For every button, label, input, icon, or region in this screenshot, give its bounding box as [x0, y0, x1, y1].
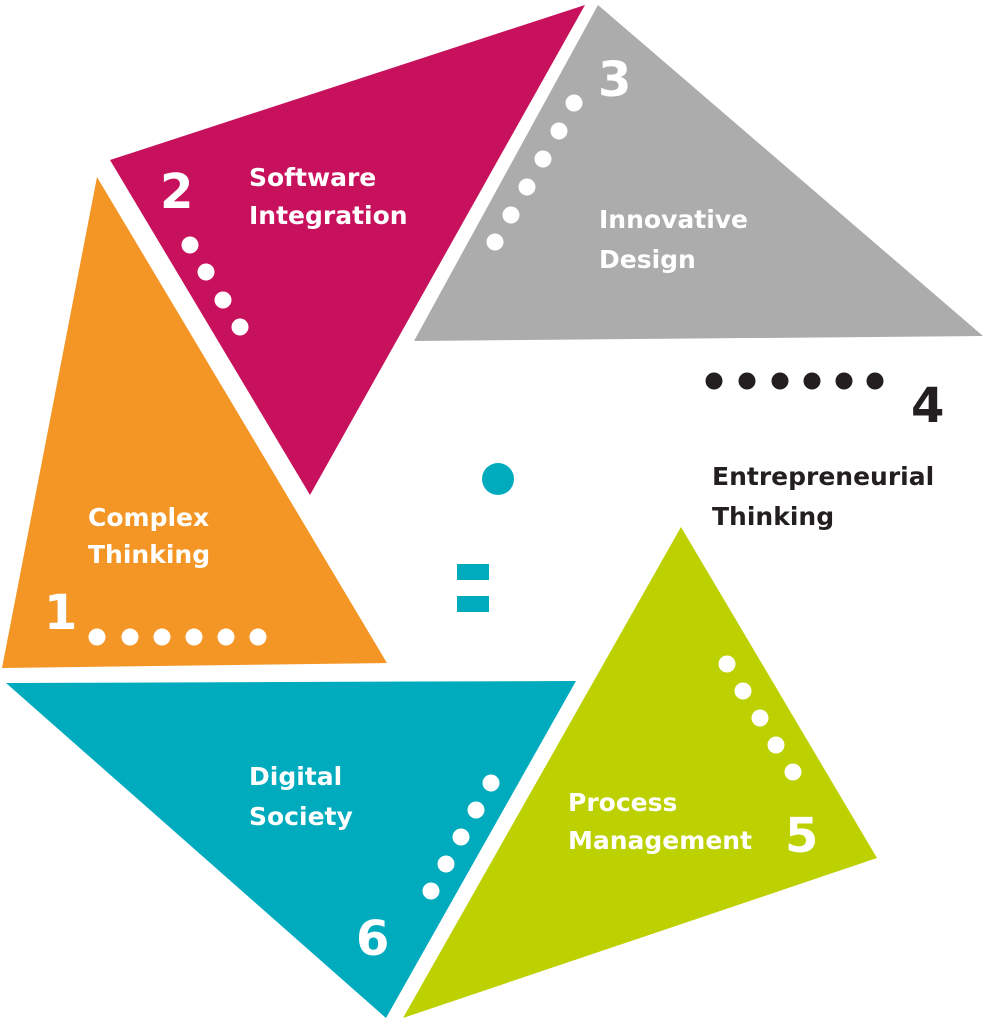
center-accents: [457, 463, 514, 612]
segment-4-number: 4: [911, 378, 944, 434]
segment-1-complex-thinking: Complex Thinking 1: [2, 177, 387, 668]
segment-6-number: 6: [356, 911, 389, 967]
segment-5-number: 5: [785, 808, 818, 864]
segment-4-entrepreneurial-thinking: 4 Entrepreneurial Thinking: [705, 372, 944, 531]
segment-1-label-line1: Complex: [88, 503, 209, 532]
center-bar-bottom: [457, 596, 489, 612]
segment-3-shape: [414, 5, 983, 341]
segment-6-dots: [422, 774, 500, 900]
segment-2-number: 2: [160, 164, 193, 220]
segment-5-label-line2: Management: [568, 826, 752, 855]
segment-1-shape: [2, 177, 387, 668]
segment-2-label-line1: Software: [249, 163, 376, 192]
segment-2-software-integration: Software Integration 2: [110, 5, 585, 495]
segment-4-label-line2: Thinking: [712, 502, 834, 531]
segment-3-number: 3: [598, 52, 631, 108]
segment-6-digital-society: Digital Society 6: [6, 681, 576, 1018]
segment-1-dots: [88, 628, 267, 646]
segment-2-shape: [110, 5, 585, 495]
segment-1-label-line2: Thinking: [88, 540, 210, 569]
segment-6-label-line2: Society: [249, 802, 353, 831]
segment-1-number: 1: [44, 585, 77, 641]
segment-2-label-line2: Integration: [249, 201, 408, 230]
segment-3-innovative-design: Innovative Design 3: [414, 5, 983, 341]
segment-5-shape: [403, 527, 877, 1018]
segment-5-dots: [718, 655, 802, 781]
segment-3-label-line1: Innovative: [599, 205, 748, 234]
center-bar-top: [457, 564, 489, 580]
segment-2-dots: [181, 236, 249, 336]
segment-3-label-line2: Design: [599, 245, 696, 274]
segment-4-dots: [705, 372, 884, 390]
segment-3-dots: [486, 94, 583, 251]
center-dot: [482, 463, 514, 495]
segment-4-label-line1: Entrepreneurial: [712, 462, 934, 491]
segment-6-shape: [6, 681, 576, 1018]
segment-5-label-line1: Process: [568, 788, 677, 817]
segment-5-process-management: Process Management 5: [403, 527, 877, 1018]
segment-6-label-line1: Digital: [249, 762, 342, 791]
